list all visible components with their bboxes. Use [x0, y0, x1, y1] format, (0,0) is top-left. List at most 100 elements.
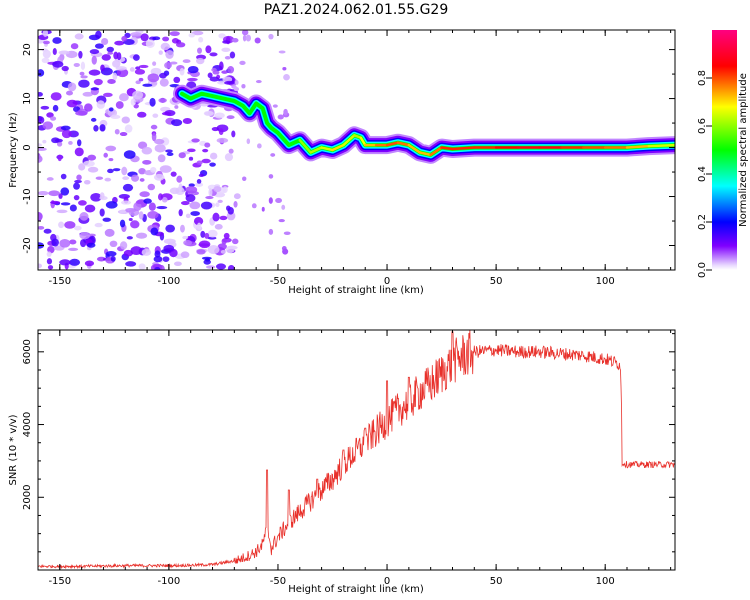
spectrogram-noise-blob [104, 177, 112, 182]
spectrogram-noise-blob [188, 156, 194, 161]
spectrogram-noise-blob [128, 217, 133, 222]
spectrogram-noise-blob [268, 33, 274, 40]
spectrogram-noise-blob [198, 173, 205, 178]
spectrogram-noise-blob [157, 154, 166, 163]
y-tick-label: 2000 [22, 485, 33, 510]
spectrogram-noise-blob [204, 232, 210, 239]
spectrogram-noise-blob [226, 115, 235, 120]
spectrogram-noise-blob [102, 217, 112, 222]
x-tick-label: -50 [270, 276, 286, 287]
spectrogram-noise-blob [110, 256, 116, 262]
spectrogram-noise-blob [207, 229, 218, 238]
x-tick-label: 0 [384, 576, 390, 587]
spectrogram-noise-blob [233, 193, 241, 200]
spectrogram-noise-blob [160, 137, 170, 146]
spectrogram-noise-blob [200, 201, 213, 210]
spectrogram-y-label: Frequency (Hz) [8, 112, 19, 188]
spectrogram-noise-blob [42, 121, 54, 130]
spectrogram-noise-blob [69, 258, 81, 266]
spectrogram-ridge-peak [331, 143, 345, 152]
spectrogram-noise-blob [43, 228, 52, 234]
spectrogram-noise-blob [84, 103, 93, 112]
spectrogram-noise-blob [157, 193, 163, 201]
spectrogram-noise-blob [214, 223, 223, 230]
colorbar: 0.0 0.2 0.4 0.6 0.8 Normalized spectral ampl… [697, 30, 749, 278]
spectrogram-noise-blob [104, 228, 115, 237]
spectrogram-noise-blob [87, 166, 99, 173]
spectrogram-noise-blob [73, 194, 80, 201]
spectrogram-ridge-peak [440, 146, 454, 151]
spectrogram-noise-blob [42, 30, 49, 37]
spectrogram-noise-blob [185, 194, 196, 203]
spectrogram-noise-blob [119, 132, 128, 137]
spectrogram-noise-blob [138, 263, 146, 270]
y-tick-label: 0 [22, 144, 33, 150]
spectrogram-noise-blob [90, 87, 100, 91]
spectrogram-noise-blob [180, 251, 190, 259]
spectrogram-noise-blob [158, 98, 167, 103]
spectrogram-noise-blob [165, 149, 173, 153]
spectrogram-noise-blob [46, 112, 54, 118]
spectrogram-noise-blob [166, 152, 174, 157]
spectrogram-noise-blob [96, 100, 105, 109]
spectrogram-noise-blob [224, 56, 231, 60]
spectrogram-noise-blob [38, 69, 45, 77]
spectrogram-noise-blob [185, 213, 191, 219]
spectrogram-noise-blob [178, 183, 183, 192]
colorbar-label: Normalized spectral amplitude [738, 73, 749, 227]
spectrogram-noise-blob [60, 125, 71, 131]
spectrogram-noise-blob [180, 200, 190, 206]
spectrogram-noise-blob [277, 114, 284, 120]
spectrogram-noise-blob [78, 200, 87, 206]
x-tick-label: -50 [270, 576, 286, 587]
spectrogram-noise-blob [173, 76, 181, 84]
spectrogram-noise-blob [40, 105, 50, 110]
spectrogram-noise-blob [38, 143, 43, 147]
spectrogram-noise-blob [141, 146, 153, 155]
spectrogram-ridge-peak [647, 143, 675, 148]
spectrogram-noise-blob [159, 165, 172, 173]
spectrogram-noise-blob [114, 40, 125, 46]
spectrogram-noise-blob [126, 236, 133, 240]
spectrogram-noise-blob [56, 141, 63, 147]
spectrogram-noise-blob [148, 202, 156, 211]
spectrogram-noise-blob [188, 183, 195, 187]
figure-title: PAZ1.2024.062.01.55.G29 [264, 2, 449, 18]
spectrogram-noise-blob [153, 173, 165, 181]
spectrogram-noise-blob [140, 33, 149, 42]
spectrogram-noise-blob [150, 166, 157, 173]
spectrogram-noise-blob [52, 37, 62, 44]
spectrogram-noise-blob [147, 210, 159, 219]
spectrogram-noise-blob [209, 162, 216, 167]
snr-x-ticks: -150 -100 -50 0 50 100 [37, 330, 672, 587]
spectrogram-ridge-peak [309, 146, 323, 154]
spectrogram-noise-blob [208, 188, 213, 197]
spectrogram-noise-blob [138, 64, 149, 69]
spectrogram-noise-blob [209, 52, 218, 57]
spectrogram-noise-blob [95, 30, 102, 39]
spectrogram-noise-blob [152, 61, 157, 66]
spectrogram-noise-blob [136, 200, 144, 205]
spectrogram-noise-blob [105, 201, 118, 209]
spectrogram-noise-blob [226, 205, 231, 211]
spectrogram-noise-blob [174, 105, 179, 109]
spectrogram-noise-blob [106, 46, 114, 53]
spectrogram-noise-blob [78, 79, 90, 88]
spectrogram-noise-blob [194, 182, 204, 187]
spectrogram-noise-blob [218, 61, 224, 71]
snr-panel: -150 -100 -50 0 50 100 2000 4000 6000 Height of… [8, 329, 676, 595]
spectrogram-noise-blob [38, 92, 43, 97]
spectrogram-noise-blob [196, 160, 203, 166]
spectrogram-noise-blob [281, 204, 286, 210]
spectrogram-noise-blob [278, 50, 286, 54]
spectrogram-noise-blob [218, 33, 226, 39]
spectrogram-noise-blob [261, 206, 265, 212]
spectrogram-noise-blob [162, 36, 170, 42]
spectrogram-noise-blob [83, 179, 91, 185]
spectrogram-noise-blob [200, 230, 206, 238]
spectrogram-noise-blob [48, 190, 60, 197]
spectrogram-noise-blob [135, 232, 148, 239]
spectrogram-noise-blob [113, 51, 119, 60]
spectrogram-noise-blob [209, 152, 218, 160]
spectrogram-noise-blob [59, 239, 71, 248]
